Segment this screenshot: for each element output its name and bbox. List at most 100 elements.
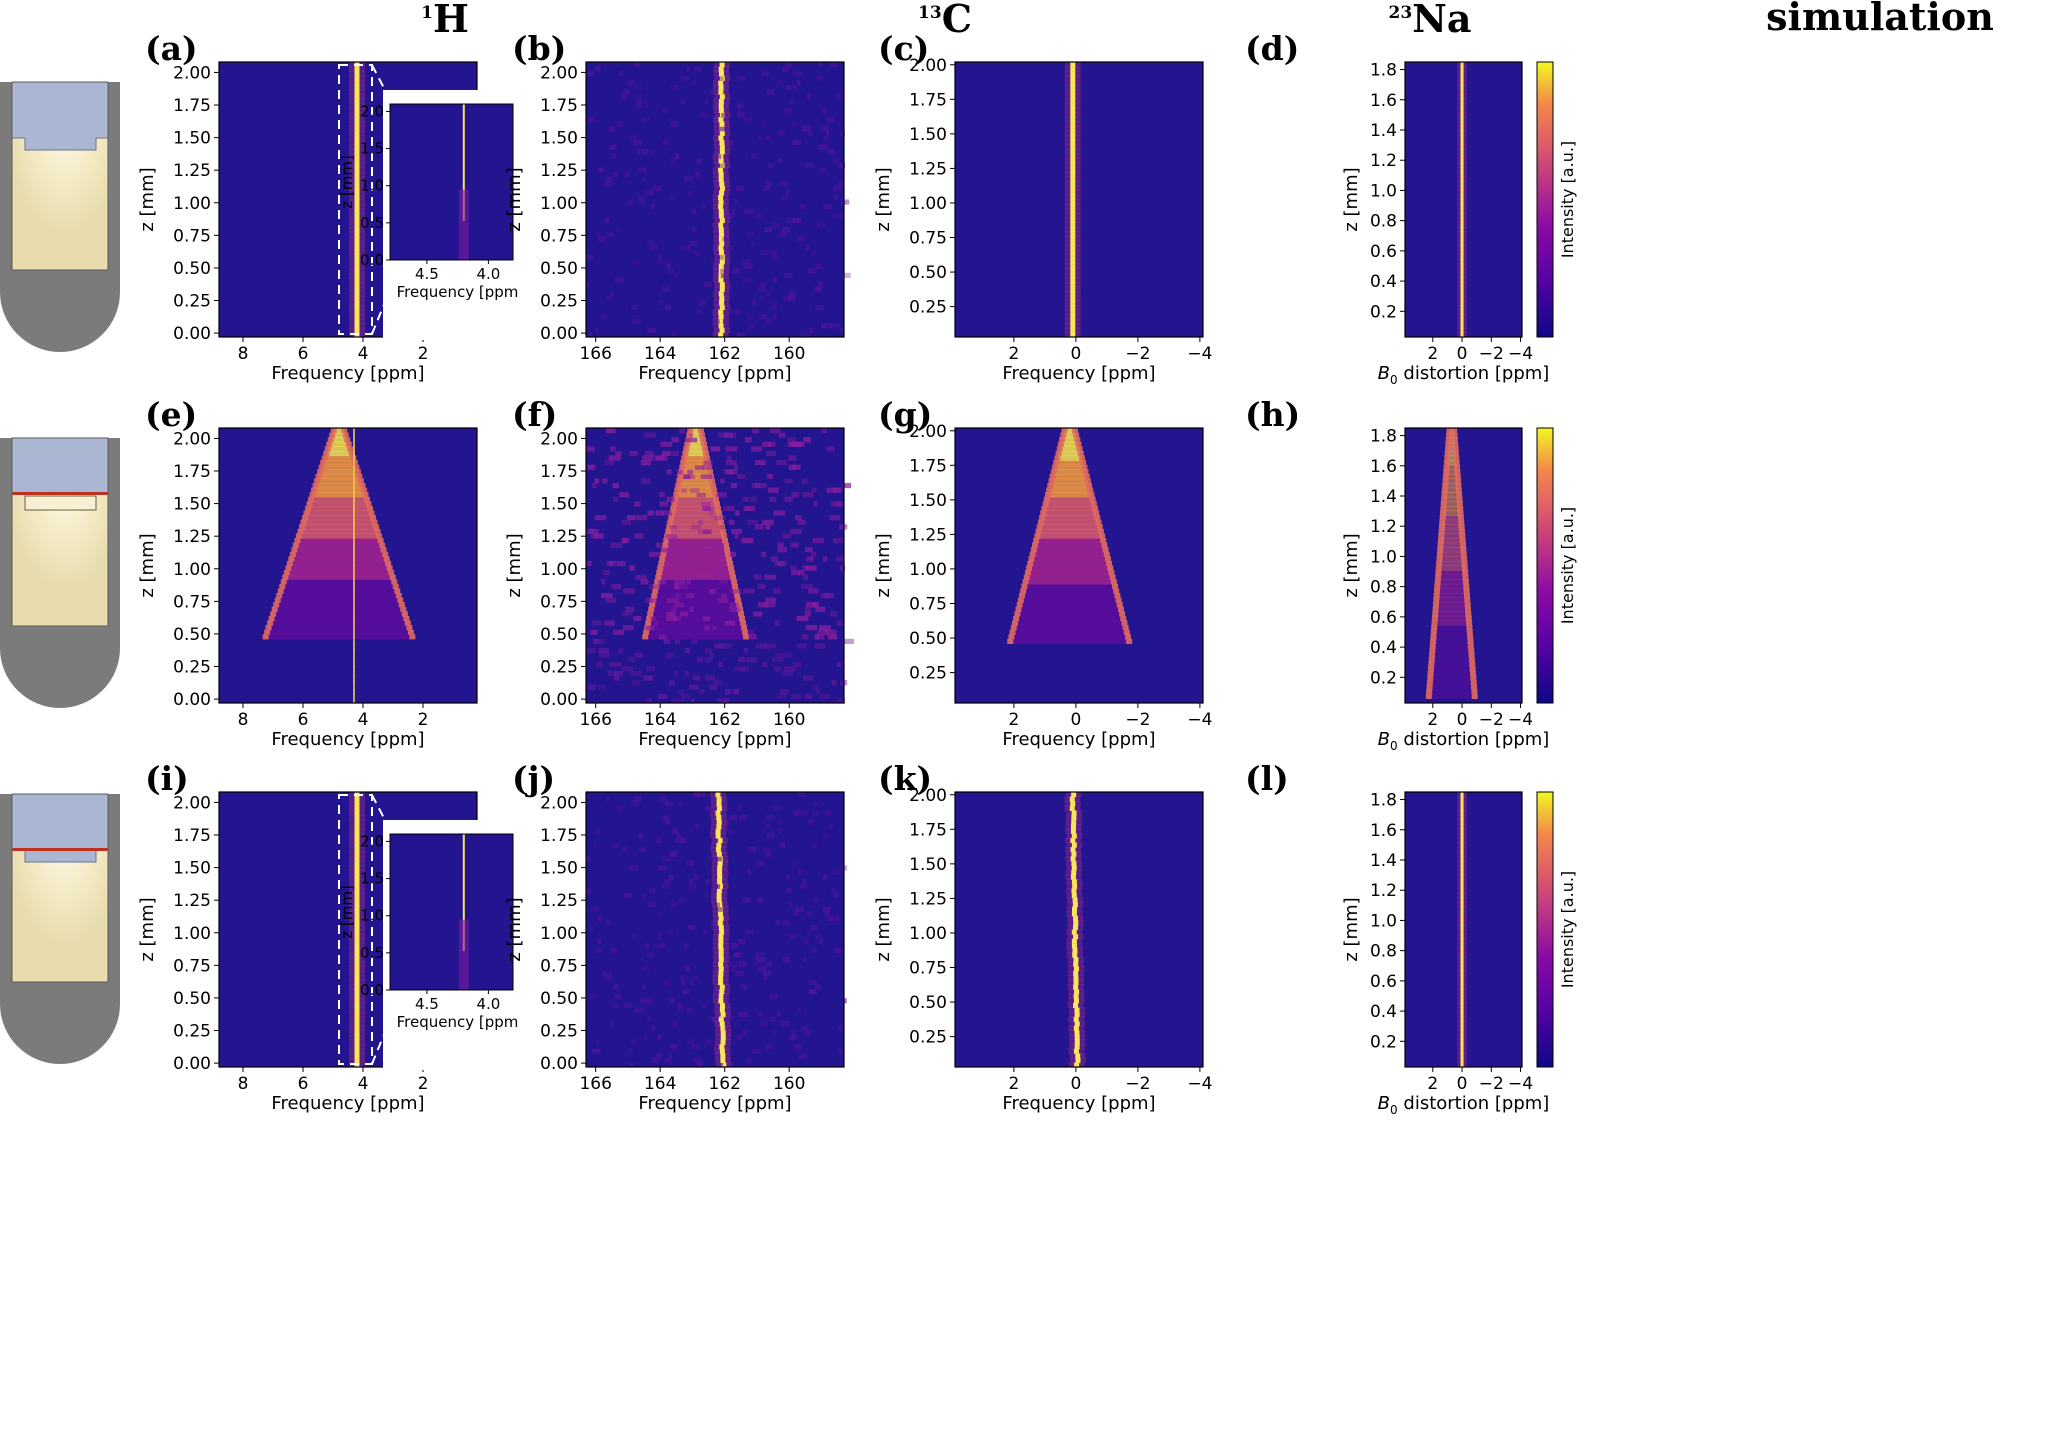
noise-cell (681, 75, 690, 81)
heatmap-line (1460, 167, 1464, 173)
heatmap-line (1071, 792, 1077, 798)
ytick-label: 1.25 (173, 891, 211, 911)
heatmap-line (718, 167, 724, 173)
heatmap-line (1070, 268, 1076, 274)
noise-cell (636, 149, 641, 155)
heatmap-line (1460, 94, 1464, 100)
noise-cell (835, 915, 840, 921)
noise-cell (714, 643, 725, 649)
noise-cell (823, 204, 832, 210)
heatmap-arm (1089, 496, 1096, 502)
heatmap-line (354, 231, 360, 237)
heatmap-line (1073, 993, 1079, 999)
noise-cell (789, 1034, 798, 1041)
noise-cell (634, 62, 640, 68)
ytick-label: 1.50 (173, 129, 211, 149)
noise-cell (689, 979, 695, 986)
heatmap-line (354, 947, 360, 954)
heatmap-arm (1030, 547, 1037, 553)
noise-cell (640, 579, 649, 585)
heatmap-line (719, 149, 725, 155)
ytick-label: 1.25 (540, 891, 578, 911)
heatmap-cell (271, 615, 407, 622)
xtick-label: 4 (358, 710, 369, 730)
ytick-label: 1.2 (1370, 151, 1397, 171)
ytick-label: 0.75 (909, 229, 947, 249)
heatmap-arm (342, 432, 349, 438)
xtick-label: 2 (418, 1074, 429, 1094)
noise-cell (761, 249, 769, 256)
heatmap-cell (678, 483, 714, 489)
noise-cell (629, 1062, 634, 1068)
heatmap-line (1460, 139, 1464, 146)
heatmap-arm (286, 560, 293, 567)
noise-cell (829, 915, 836, 921)
heatmap-line (354, 107, 360, 114)
noise-cell (723, 819, 730, 825)
heatmap-line (1460, 929, 1464, 935)
heatmap-line (1070, 245, 1076, 251)
heatmap-line (353, 542, 355, 548)
panel-label: (k) (878, 759, 932, 798)
heatmap-arm (365, 501, 372, 507)
heatmap-cell (1062, 437, 1078, 443)
heatmap-arm (1443, 469, 1450, 475)
heatmap-line (353, 643, 355, 649)
heatmap-arm (345, 441, 352, 447)
noise-cell (763, 975, 768, 981)
zoom-connector (371, 301, 386, 335)
noise-cell (621, 538, 630, 544)
heatmap-cell (1447, 455, 1457, 461)
noise-cell (797, 792, 805, 798)
heatmap-cell (1433, 629, 1470, 635)
noise-cell (598, 167, 603, 173)
noise-cell (709, 652, 715, 658)
heatmap-line (1071, 879, 1077, 885)
heatmap-line (354, 833, 360, 839)
heatmap-arm (1075, 441, 1082, 447)
heatmap-line (353, 625, 355, 631)
noise-cell (586, 528, 595, 535)
yaxis-label: z [mm] (137, 533, 158, 597)
heatmap-line (353, 565, 355, 571)
noise-cell (605, 597, 617, 603)
noise-cell (842, 483, 852, 489)
noise-cell (685, 437, 698, 443)
heatmap-line (1070, 222, 1076, 228)
heatmap-line (354, 979, 360, 986)
noise-cell (805, 547, 813, 553)
noise-cell (797, 80, 801, 86)
heatmap-line (1460, 199, 1464, 205)
heatmap-line (718, 966, 724, 972)
heatmap-cell (1064, 428, 1075, 434)
heatmap-line (1070, 208, 1076, 214)
heatmap-cell (304, 515, 374, 521)
ytick-label: 0.50 (909, 993, 947, 1013)
xtick-label: 2 (1427, 344, 1438, 364)
heatmap-arm (1436, 551, 1443, 557)
noise-cell (692, 208, 696, 214)
heatmap-line (1460, 833, 1464, 839)
ytick-label: 1.00 (173, 194, 211, 214)
noise-cell (636, 515, 647, 521)
noise-cell (766, 961, 773, 967)
inset-ytick-label: 0.0 (360, 251, 384, 269)
heatmap-arm (274, 597, 281, 603)
heatmap-line (1460, 144, 1464, 150)
heatmap-line (354, 879, 360, 885)
noise-cell (647, 902, 656, 908)
heatmap-line (718, 236, 724, 242)
heatmap-line (1073, 966, 1079, 972)
noise-cell (772, 805, 780, 811)
noise-cell (646, 240, 654, 246)
noise-cell (839, 130, 846, 136)
noise-cell (823, 135, 828, 141)
heatmap-cell (1434, 615, 1469, 622)
heatmap-line (1460, 984, 1464, 990)
heatmap-line (353, 670, 355, 677)
noise-cell (775, 920, 781, 926)
heatmap-line (354, 1048, 360, 1054)
ytick-label: 1.4 (1370, 851, 1397, 871)
heatmap-line (353, 698, 355, 704)
heatmap-cell (1053, 469, 1086, 475)
